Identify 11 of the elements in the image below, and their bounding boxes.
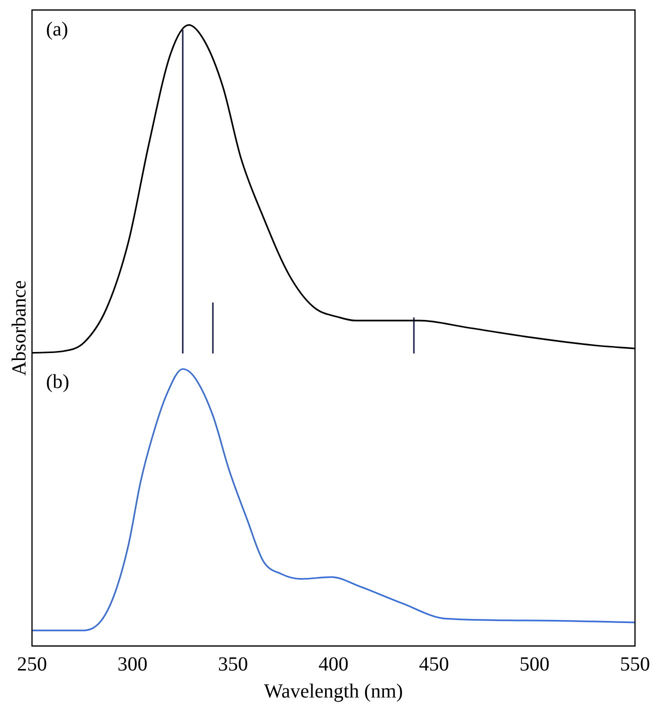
x-tick-label: 500 <box>520 653 550 676</box>
x-tick-label: 450 <box>419 653 449 676</box>
annotation: (a) <box>46 18 68 40</box>
x-tick-label: 400 <box>318 653 348 676</box>
x-tick-label: 350 <box>218 653 248 676</box>
x-tick-label: 550 <box>620 653 650 676</box>
x-axis-title: Wavelength (nm) <box>264 680 403 702</box>
x-tick-label: 250 <box>17 653 47 676</box>
y-axis-title: Absorbance <box>8 280 30 376</box>
x-tick-label: 300 <box>118 653 148 676</box>
annotation: (b) <box>46 371 70 394</box>
